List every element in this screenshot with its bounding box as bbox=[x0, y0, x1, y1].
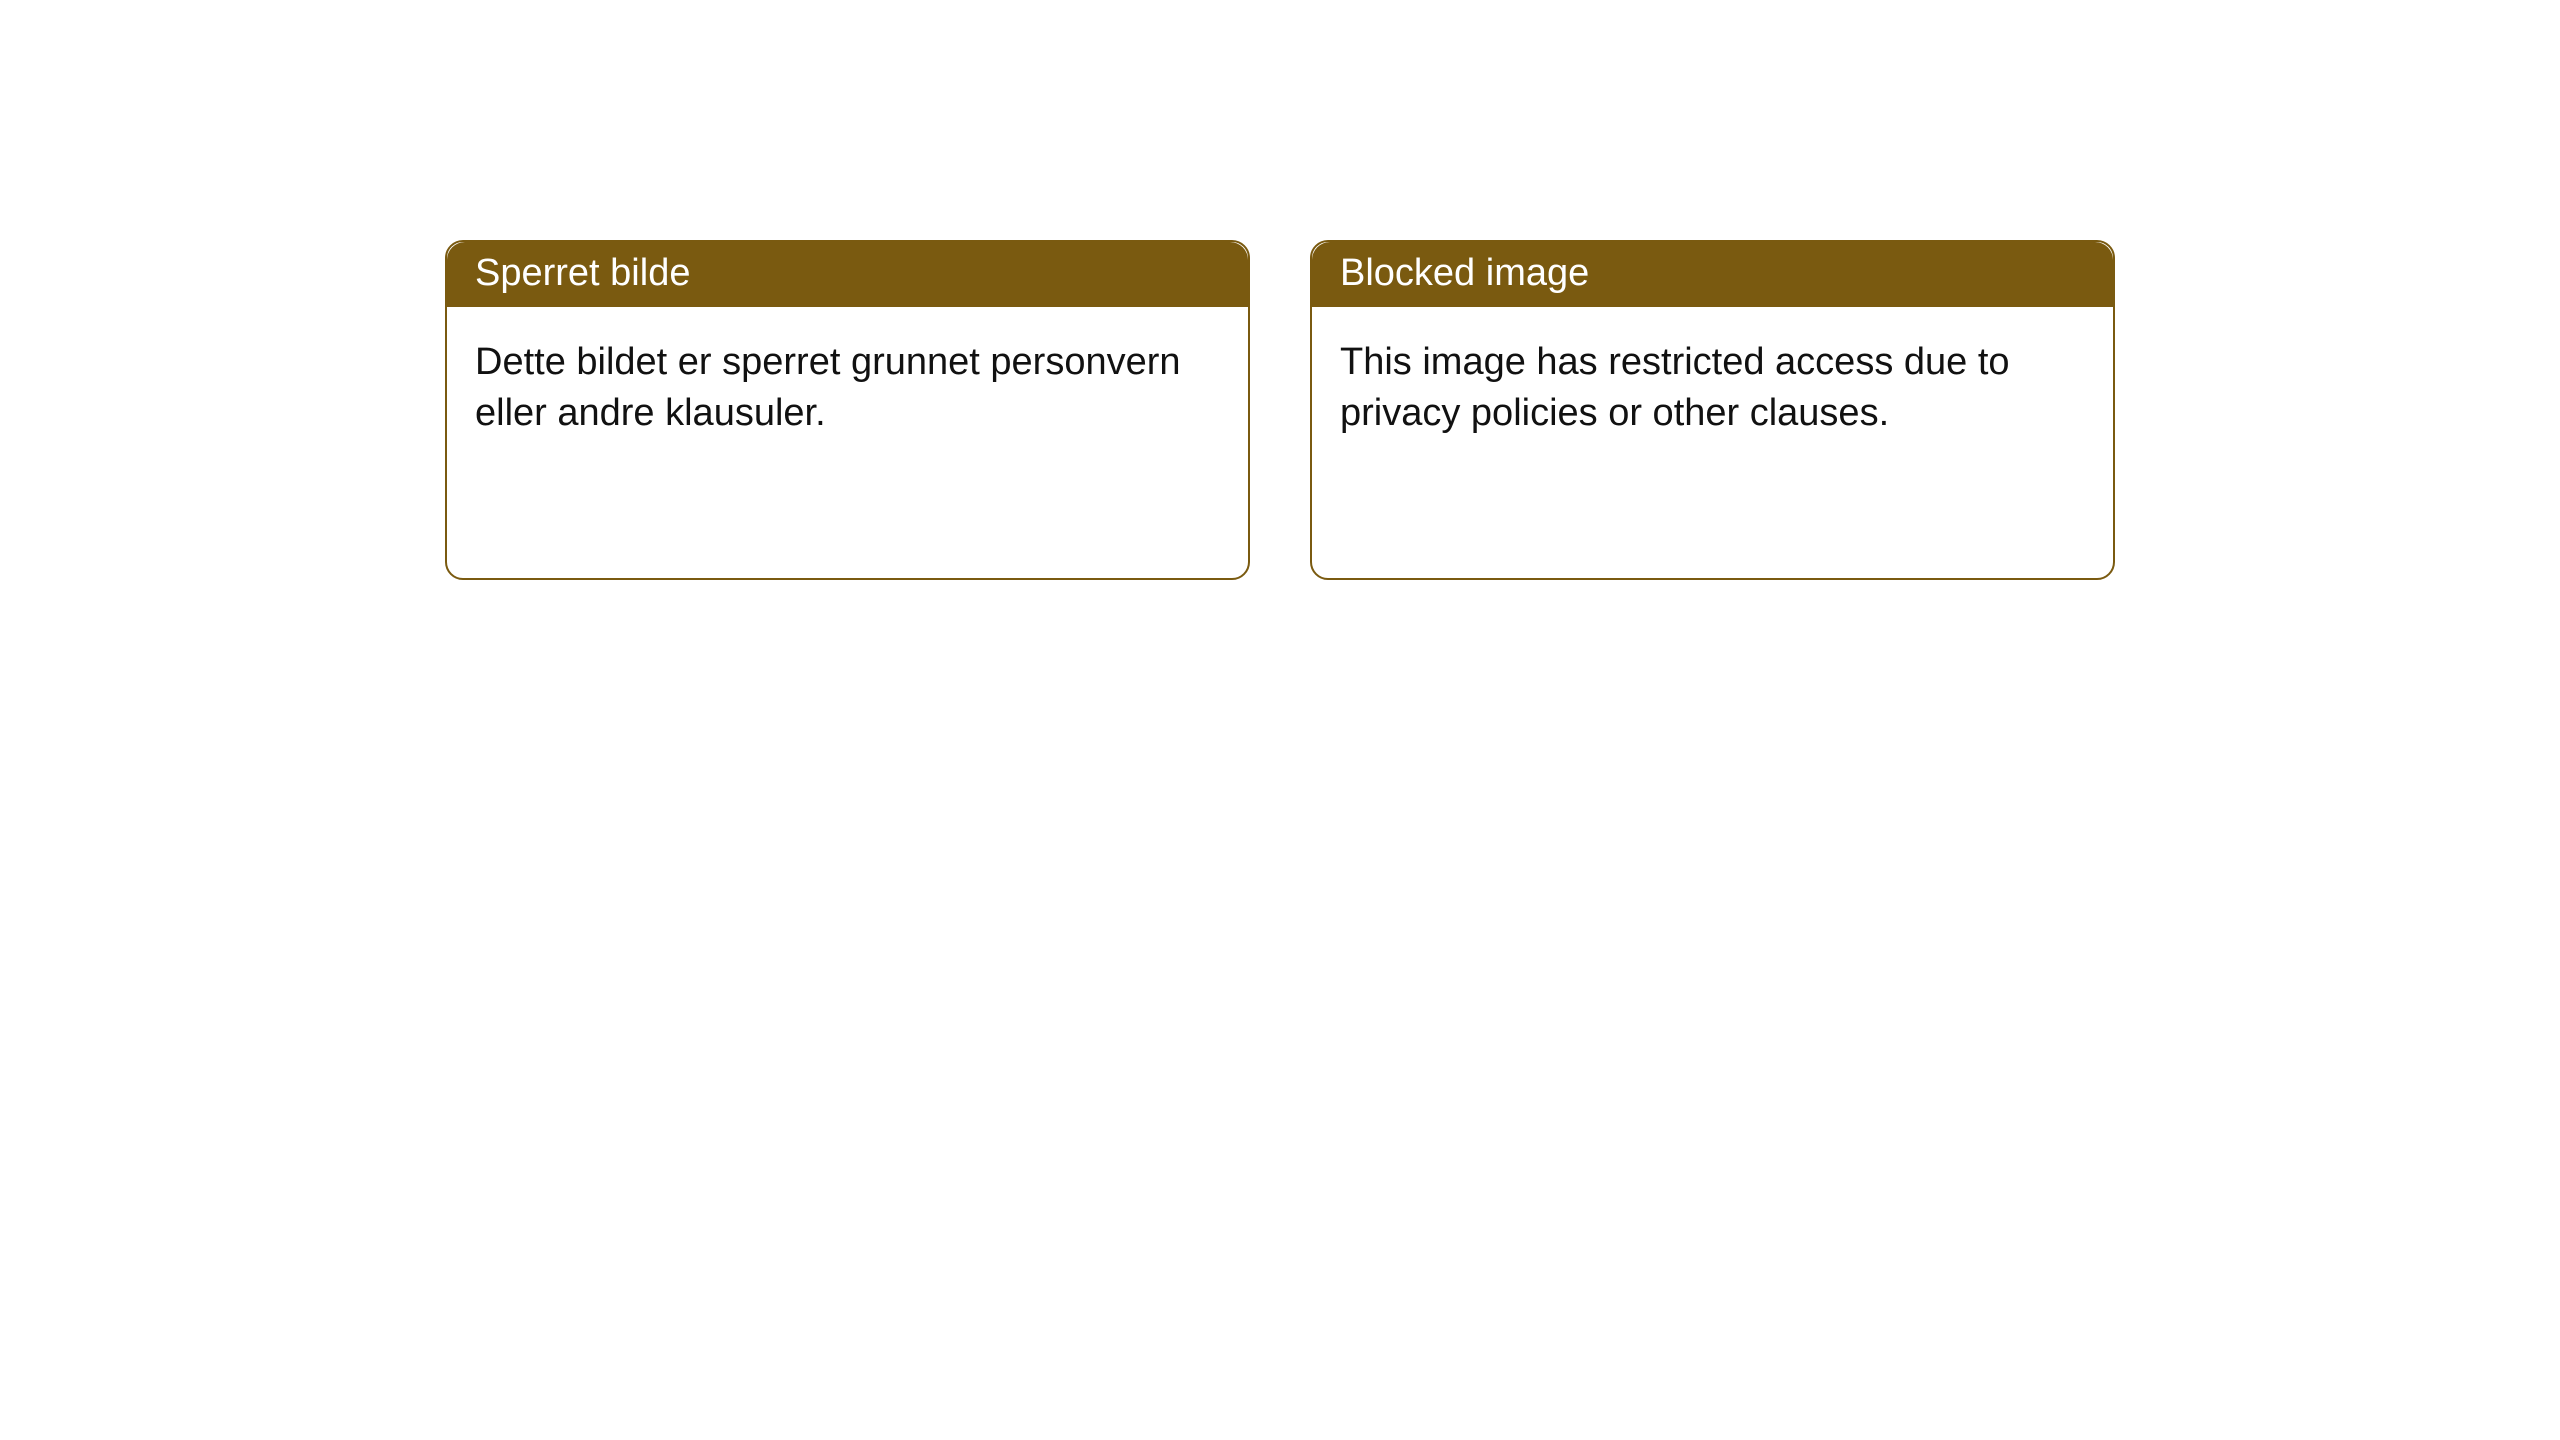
notice-card-english: Blocked image This image has restricted … bbox=[1310, 240, 2115, 580]
card-title: Blocked image bbox=[1340, 252, 1589, 294]
card-body-text: Dette bildet er sperret grunnet personve… bbox=[475, 341, 1181, 434]
card-header: Blocked image bbox=[1312, 242, 2113, 307]
card-body: Dette bildet er sperret grunnet personve… bbox=[447, 307, 1248, 460]
card-title: Sperret bilde bbox=[475, 252, 690, 294]
card-body-text: This image has restricted access due to … bbox=[1340, 341, 2010, 434]
card-header: Sperret bilde bbox=[447, 242, 1248, 307]
notice-card-norwegian: Sperret bilde Dette bildet er sperret gr… bbox=[445, 240, 1250, 580]
card-body: This image has restricted access due to … bbox=[1312, 307, 2113, 460]
notice-cards-container: Sperret bilde Dette bildet er sperret gr… bbox=[445, 240, 2115, 580]
